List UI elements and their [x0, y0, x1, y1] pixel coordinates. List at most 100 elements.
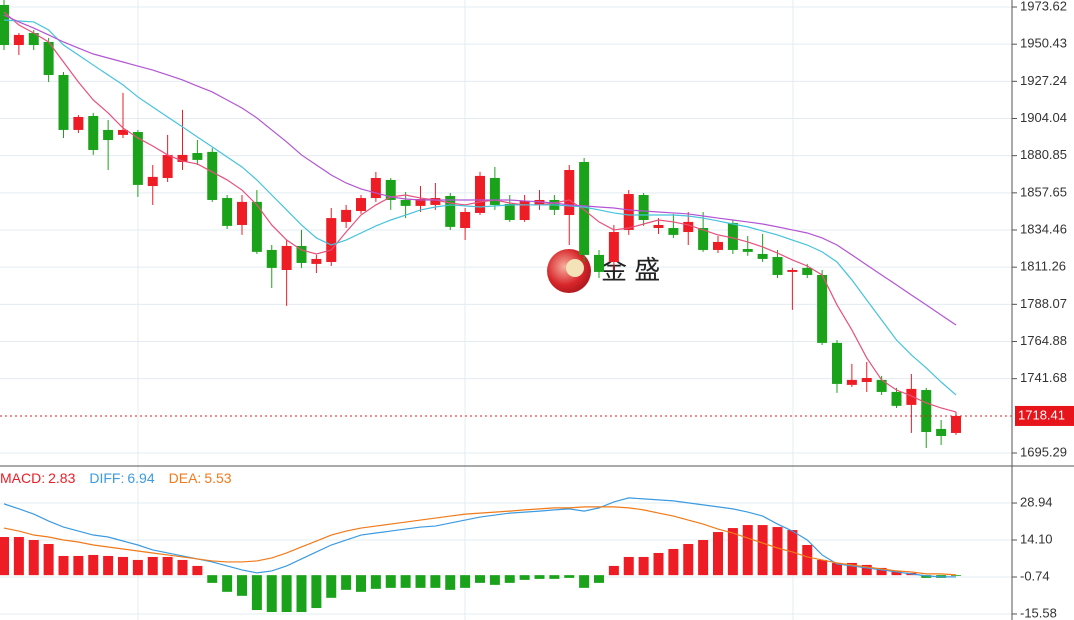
candle-body	[623, 194, 634, 230]
macd-bar	[326, 575, 337, 598]
candle-body	[832, 342, 842, 384]
legend-value: 2.83	[48, 470, 76, 486]
macd-bar	[951, 575, 961, 576]
candle-body	[460, 211, 471, 229]
candle-body	[370, 178, 381, 199]
candle-body	[594, 254, 604, 272]
y-tick-label: 1950.43	[1020, 36, 1067, 51]
y-tick-label: 28.94	[1020, 494, 1053, 509]
y-tick-label: 14.10	[1020, 531, 1053, 546]
macd-bar	[623, 556, 634, 576]
candle-body	[817, 274, 828, 343]
candle-body	[400, 199, 411, 206]
candle-body	[251, 201, 262, 252]
macd-bar	[489, 575, 500, 585]
candle-body	[266, 249, 277, 268]
logo-inner	[566, 259, 584, 277]
candle-body	[341, 209, 352, 222]
macd-bar	[251, 575, 262, 611]
macd-bar	[832, 562, 842, 576]
candle-body	[608, 232, 619, 262]
candle-body	[504, 203, 515, 221]
candle-body	[698, 228, 709, 250]
candle-body	[118, 129, 128, 135]
candle-body	[430, 198, 441, 205]
y-tick-label: 1811.26	[1020, 259, 1066, 274]
legend-label: DIFF:	[89, 470, 125, 486]
macd-bar	[222, 575, 233, 592]
macd-bar	[311, 575, 322, 609]
legend-item: DEA: 5.53	[169, 470, 232, 486]
macd-bar	[177, 559, 188, 576]
candle-body	[58, 74, 69, 130]
candle-body	[846, 379, 857, 385]
macd-bar	[103, 555, 114, 576]
macd-bar	[356, 575, 366, 592]
macd-bar	[921, 575, 932, 578]
candle-body	[579, 161, 590, 255]
candle-body	[653, 224, 664, 229]
macd-bar	[504, 575, 515, 583]
legend-item: MACD: 2.83	[0, 470, 75, 486]
candle-body	[891, 391, 902, 406]
macd-bar	[58, 555, 69, 576]
candle-body	[876, 379, 887, 392]
candle-body	[787, 269, 798, 272]
candle-body	[638, 195, 649, 221]
y-tick-label: -15.58	[1020, 605, 1057, 620]
legend-value: 6.94	[127, 470, 155, 486]
legend-value: 5.53	[204, 470, 232, 486]
macd-bar	[0, 537, 9, 576]
y-tick-label: 1788.07	[1020, 296, 1067, 311]
macd-bar	[207, 575, 218, 583]
macd-bar	[147, 556, 158, 576]
candle-body	[326, 218, 337, 262]
candle-body	[727, 223, 738, 250]
macd-bar	[445, 575, 456, 590]
candle-body	[281, 245, 292, 270]
macd-bar	[891, 570, 902, 576]
y-tick-label: 1741.68	[1020, 370, 1067, 385]
candle-body	[757, 253, 768, 259]
macd-bar	[415, 575, 426, 588]
candle-body	[177, 154, 188, 162]
macd-legend: MACD: 2.83 DIFF: 6.94 DEA: 5.53	[0, 470, 232, 486]
candle-body	[475, 175, 485, 213]
candle-body	[222, 198, 233, 226]
candle-body	[921, 390, 932, 432]
macd-bar	[341, 575, 352, 590]
macd-bar	[519, 575, 530, 580]
macd-bar	[266, 575, 277, 613]
grid-layer	[0, 6, 1012, 615]
plot-layer	[0, 0, 1012, 613]
candle-body	[43, 41, 54, 75]
moving-average-line	[3, 14, 957, 326]
legend-label: DEA:	[168, 470, 202, 486]
candle-body	[951, 415, 961, 433]
legend-label: MACD:	[0, 470, 46, 486]
y-tick-label: 1857.65	[1020, 184, 1067, 199]
candle-body	[192, 153, 203, 160]
candle-body	[0, 4, 9, 46]
y-tick-label: 1927.24	[1020, 73, 1067, 88]
macd-bar	[192, 565, 203, 576]
candle-body	[162, 154, 173, 179]
y-tick-label: -0.74	[1020, 568, 1050, 583]
legend-item: DIFF: 6.94	[89, 470, 154, 486]
candle-body	[519, 200, 530, 221]
candle-body	[147, 176, 158, 187]
candle-body	[28, 33, 39, 46]
macd-bar	[817, 559, 828, 576]
macd-bar	[118, 556, 128, 576]
macd-bar	[757, 525, 768, 576]
candle-body	[88, 116, 99, 150]
diff-line	[3, 497, 956, 578]
candle-body	[207, 151, 218, 200]
macd-bar	[88, 554, 99, 576]
macd-bar	[772, 527, 783, 576]
macd-bar	[861, 564, 872, 576]
last-price-box	[1015, 405, 1074, 426]
macd-bar	[385, 575, 396, 588]
macd-bar	[846, 562, 857, 576]
